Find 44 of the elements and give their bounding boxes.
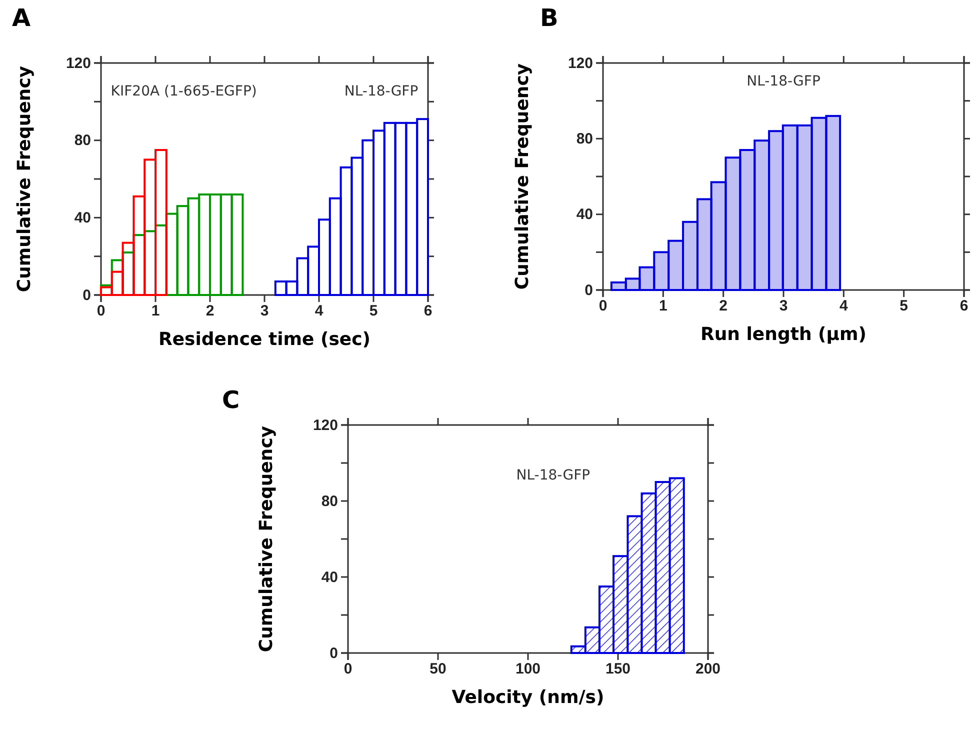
y-axis-title: Cumulative Frequency [14,66,35,292]
chart-title: A [12,4,31,32]
y-tick-label: 40 [321,568,338,586]
annotation: NL-18-GFP [516,468,590,484]
x-tick-label: 150 [605,660,631,678]
y-tick-label: 80 [576,130,593,148]
x-tick-label: 50 [430,660,446,678]
y-axis-title: Cumulative Frequency [512,63,533,290]
chart-title: C [222,386,240,414]
y-tick-label: 40 [74,209,91,226]
x-tick-label: 3 [779,298,788,315]
x-tick-label: 0 [598,298,608,315]
x-tick-label: 1 [658,298,668,315]
x-tick-label: 2 [719,298,728,315]
y-axis-title: Cumulative Frequency [256,426,277,652]
x-tick-label: 6 [960,298,968,315]
annotation: NL-18-GFP [344,83,418,100]
x-tick-label: 3 [260,302,269,320]
x-axis-title: Run length (μm) [700,324,866,345]
y-tick-label: 120 [312,416,338,434]
x-axis-title: Residence time (sec) [158,329,371,350]
y-tick-label: 0 [330,644,338,662]
y-tick-label: 0 [82,286,91,304]
x-tick-label: 100 [515,660,541,678]
x-tick-label: 4 [839,298,848,315]
annotation: KIF20A (1-665-EGFP) [110,83,257,100]
x-tick-label: 4 [314,302,324,320]
y-tick-label: 120 [66,54,91,72]
x-tick-label: 5 [900,298,908,315]
y-tick-label: 0 [584,282,593,299]
x-tick-label: 0 [344,660,352,678]
x-tick-label: 0 [96,302,106,320]
y-tick-label: 80 [321,492,338,510]
x-tick-label: 6 [424,302,432,320]
y-tick-label: 120 [568,54,593,72]
x-tick-label: 200 [695,660,721,678]
chart-title: B [540,4,558,32]
y-tick-label: 80 [74,132,91,150]
x-tick-label: 1 [151,302,160,320]
x-axis-title: Velocity (nm/s) [452,687,604,708]
x-tick-label: 5 [369,302,378,320]
x-tick-label: 2 [206,302,214,320]
y-tick-label: 40 [576,206,593,224]
annotation: NL-18-GFP [746,74,820,90]
